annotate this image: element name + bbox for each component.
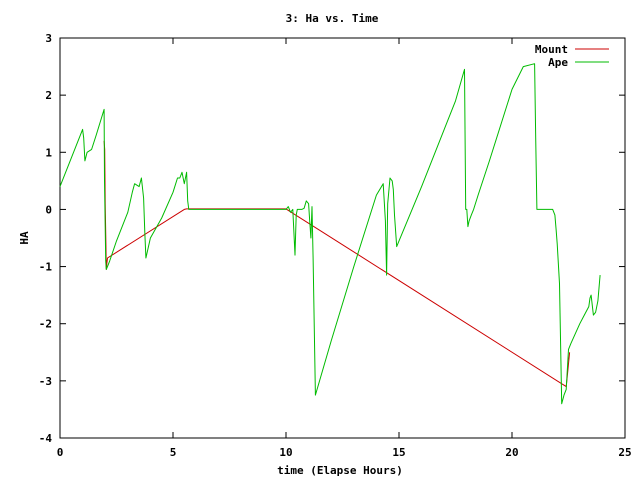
y-tick-label: 2 <box>45 89 52 102</box>
y-tick-label: 3 <box>45 32 52 45</box>
x-tick-label: 0 <box>57 446 64 459</box>
legend-label-mount: Mount <box>535 43 568 56</box>
plot-frame <box>59 37 626 439</box>
chart-title: 3: Ha vs. Time <box>286 12 379 25</box>
x-tick-label: 15 <box>392 446 405 459</box>
legend-label-ape: Ape <box>548 56 568 69</box>
series-line-mount <box>103 140 571 388</box>
x-axis-label: time (Elapse Hours) <box>277 464 403 477</box>
x-tick-label: 25 <box>618 446 631 459</box>
y-axis-ticks: 3 2 1 0 -1 -2 -3 -4 <box>39 32 625 445</box>
y-tick-label: -1 <box>39 261 53 274</box>
y-tick-label: 1 <box>45 146 52 159</box>
x-tick-label: 10 <box>279 446 292 459</box>
x-axis-ticks: 0 5 10 15 20 25 <box>57 38 632 459</box>
y-tick-label: -3 <box>39 375 52 388</box>
y-tick-label: -4 <box>39 432 53 445</box>
series-line-ape <box>59 63 601 405</box>
series-lines <box>59 63 601 405</box>
x-tick-label: 20 <box>505 446 518 459</box>
y-tick-label: -2 <box>39 318 52 331</box>
x-tick-label: 5 <box>170 446 177 459</box>
y-tick-label: 0 <box>45 203 52 216</box>
y-axis-label: HA <box>18 231 31 245</box>
